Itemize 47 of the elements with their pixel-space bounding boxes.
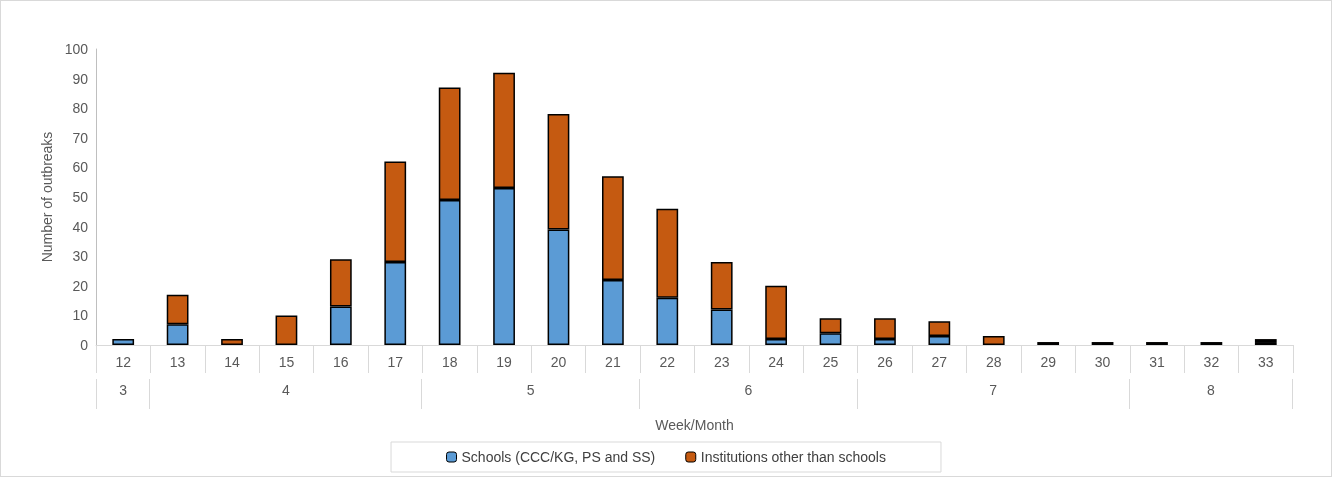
text: 6: [640, 379, 858, 409]
x-tick-label: 23: [713, 354, 730, 370]
y-tick-label: 100: [64, 41, 89, 57]
text: 5: [422, 379, 641, 409]
x-tick-label: 24: [768, 354, 785, 370]
x-tick-label: 20: [550, 354, 567, 370]
y-tick-label: 0: [80, 337, 89, 353]
x-tick-label: 22: [659, 354, 676, 370]
y-tick-label: 20: [72, 277, 89, 294]
legend-label: Institutions other than schools: [700, 449, 886, 465]
text: 3: [96, 379, 151, 409]
text: 4: [150, 379, 423, 409]
x-tick-label: 25: [822, 354, 839, 370]
x-tick-label: 14: [224, 354, 241, 370]
text: 8: [1129, 379, 1293, 409]
x-tick-label: 17: [387, 354, 404, 370]
bar: [112, 339, 135, 345]
x-tick-label: 33: [1258, 354, 1274, 370]
x-tick-label: 16: [333, 354, 349, 370]
y-tick-label: 50: [72, 189, 89, 205]
x-tick-label: 28: [985, 354, 1002, 370]
bar: [221, 339, 243, 345]
y-tick-label: 70: [72, 129, 89, 146]
x-tick-label: 32: [1203, 354, 1220, 370]
x-tick-label: 27: [931, 354, 948, 370]
x-tick-label: 12: [115, 354, 132, 370]
y-tick-label: 30: [72, 248, 89, 265]
x-tick-label: 26: [877, 354, 893, 370]
y-tick-label: 40: [72, 218, 89, 235]
bar: [275, 315, 298, 345]
x-tick-label: 13: [169, 354, 186, 370]
x-tick-label: 31: [1149, 354, 1165, 370]
x-axis-title: Week/Month: [655, 417, 734, 433]
text: 7: [857, 379, 1130, 409]
y-axis-title: Number of outbreaks: [38, 131, 55, 263]
legend-label: Schools (CCC/KG, PS and SS): [461, 449, 656, 465]
y-tick-label: 80: [72, 100, 89, 117]
y-tick-label: 60: [72, 159, 89, 176]
x-tick-label: 30: [1094, 354, 1111, 370]
x-tick-label: 15: [278, 354, 295, 370]
y-tick-label: 10: [72, 307, 89, 324]
x-tick-label: 21: [605, 354, 621, 370]
x-tick-label: 29: [1040, 354, 1057, 370]
x-tick-label: 19: [496, 354, 513, 370]
bar: [982, 336, 1005, 345]
y-tick-label: 90: [72, 70, 89, 87]
x-tick-label: 18: [441, 354, 458, 370]
